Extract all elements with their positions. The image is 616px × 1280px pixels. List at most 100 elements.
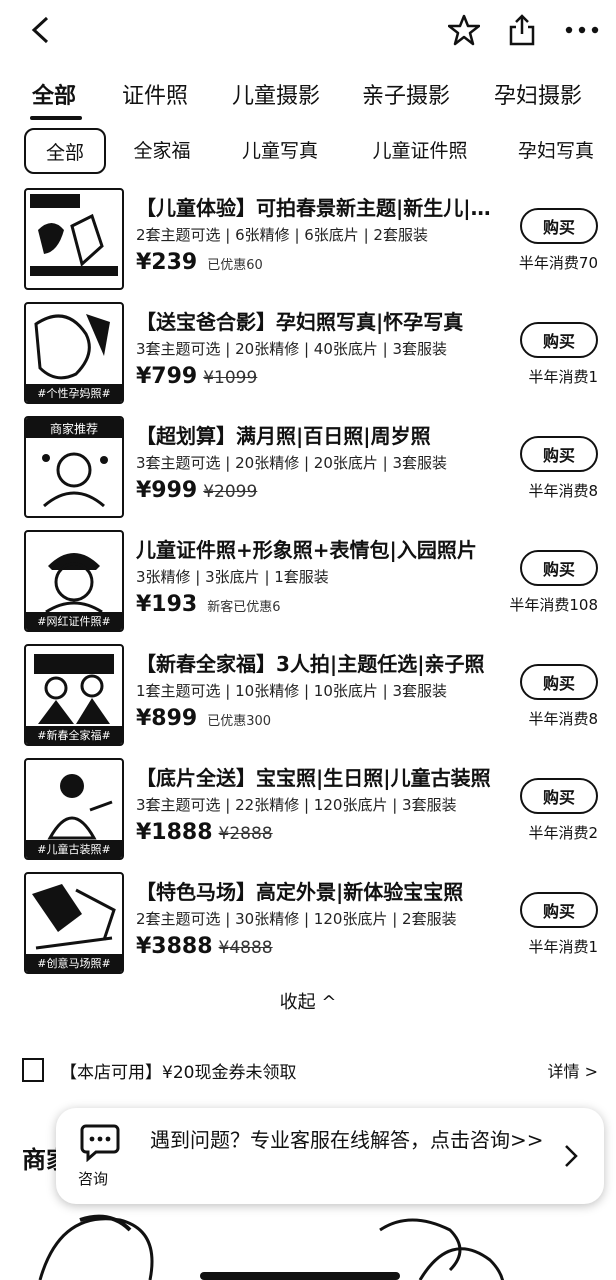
coupon-icon xyxy=(22,1058,44,1082)
product-specs: 1套主题可选 | 10张精修 | 10张底片 | 3套服装 xyxy=(136,682,448,700)
consult-label: 咨询 xyxy=(78,1170,109,1188)
chip-family[interactable]: 全家福 xyxy=(133,139,191,162)
tab-family-photo[interactable]: 亲子摄影 xyxy=(362,84,451,109)
original-price: ¥1099 xyxy=(203,368,258,388)
sales-count: 半年消费8 xyxy=(528,710,598,728)
buy-button[interactable]: 购买 xyxy=(520,436,598,472)
product-price-row: ¥899 已优惠300 xyxy=(136,706,271,731)
product-specs: 3套主题可选 | 22张精修 | 120张底片 | 3套服装 xyxy=(136,796,457,814)
product-price-row: ¥239 已优惠60 xyxy=(136,250,263,275)
coupon-row[interactable]: 【本店可用】¥20现金券未领取 详情 > xyxy=(20,1056,606,1086)
product-item[interactable]: 商家推荐 【超划算】满月照|百日照|周岁照 3套主题可选 | 20张精修 | 2… xyxy=(0,412,616,524)
favorite-button[interactable] xyxy=(446,12,482,48)
product-title: 【儿童体验】可拍春景新主题|新生儿|周岁照 xyxy=(136,196,508,220)
product-item[interactable]: #个性孕妈照# 【送宝爸合影】孕妇照写真|怀孕写真 3套主题可选 | 20张精修… xyxy=(0,298,616,410)
product-thumbnail: #儿童古装照# xyxy=(24,758,124,860)
product-title: 【特色马场】高定外景|新体验宝宝照 xyxy=(136,880,464,904)
chat-bubble-icon xyxy=(80,1124,120,1162)
sales-count: 半年消费70 xyxy=(518,254,598,272)
more-button[interactable] xyxy=(562,12,602,48)
product-thumbnail: 商家推荐 xyxy=(24,416,124,518)
star-icon xyxy=(448,14,480,46)
product-price: ¥899 xyxy=(136,706,198,731)
product-item[interactable]: 【儿童体验】可拍春景新主题|新生儿|周岁照 2套主题可选 | 6张精修 | 6张… xyxy=(0,184,616,296)
discount-text: 新客已优惠6 xyxy=(207,600,281,615)
thumbnail-tag: #新春全家福# xyxy=(26,726,122,744)
sales-count: 半年消费8 xyxy=(528,482,598,500)
product-specs: 3张精修 | 3张底片 | 1套服装 xyxy=(136,568,329,586)
thumbnail-tag: #网红证件照# xyxy=(26,612,122,630)
product-thumbnail xyxy=(24,188,124,290)
product-specs: 3套主题可选 | 20张精修 | 40张底片 | 3套服装 xyxy=(136,340,448,358)
thumbnail-tag: #创意马场照# xyxy=(26,954,122,972)
thumbnail-tag: #个性孕妈照# xyxy=(26,384,122,402)
product-price: ¥193 xyxy=(136,592,198,617)
product-price: ¥239 xyxy=(136,250,198,275)
sales-count: 半年消费1 xyxy=(528,938,598,956)
product-specs: 2套主题可选 | 30张精修 | 120张底片 | 2套服装 xyxy=(136,910,457,928)
product-price: ¥3888 xyxy=(136,934,213,959)
buy-button[interactable]: 购买 xyxy=(520,778,598,814)
buy-button[interactable]: 购买 xyxy=(520,208,598,244)
back-button[interactable] xyxy=(22,12,58,48)
coupon-detail-link[interactable]: 详情 > xyxy=(547,1062,599,1081)
product-thumbnail: #网红证件照# xyxy=(24,530,124,632)
coupon-text: 【本店可用】¥20现金券未领取 xyxy=(60,1063,297,1083)
filter-chips: 全部 全家福 儿童写真 儿童证件照 孕妇写真 xyxy=(0,128,616,176)
chip-all[interactable]: 全部 xyxy=(24,128,106,174)
product-price: ¥999 xyxy=(136,478,198,503)
chip-child-id-photo[interactable]: 儿童证件照 xyxy=(372,139,468,162)
shop-gallery-image xyxy=(0,1200,616,1280)
category-tabs: 全部 证件照 儿童摄影 亲子摄影 孕妇摄影 xyxy=(0,68,616,124)
product-title: 【底片全送】宝宝照|生日照|儿童古装照 xyxy=(136,766,491,790)
tab-maternity-photo[interactable]: 孕妇摄影 xyxy=(494,84,583,109)
product-thumbnail: #创意马场照# xyxy=(24,872,124,974)
share-button[interactable] xyxy=(504,12,540,48)
product-item[interactable]: #网红证件照# 儿童证件照+形象照+表情包|入园照片 3张精修 | 3张底片 |… xyxy=(0,526,616,638)
buy-button[interactable]: 购买 xyxy=(520,550,598,586)
original-price: ¥2888 xyxy=(218,824,273,844)
product-item[interactable]: #新春全家福# 【新春全家福】3人拍|主题任选|亲子照 1套主题可选 | 10张… xyxy=(0,640,616,752)
product-item[interactable]: #儿童古装照# 【底片全送】宝宝照|生日照|儿童古装照 3套主题可选 | 22张… xyxy=(0,754,616,866)
product-price-row: ¥193 新客已优惠6 xyxy=(136,592,281,617)
product-title: 【送宝爸合影】孕妇照写真|怀孕写真 xyxy=(136,310,464,334)
product-price-row: ¥999 ¥2099 xyxy=(136,478,257,503)
product-specs: 3套主题可选 | 20张精修 | 20张底片 | 3套服装 xyxy=(136,454,448,472)
product-specs: 2套主题可选 | 6张精修 | 6张底片 | 2套服装 xyxy=(136,226,428,244)
sales-count: 半年消费1 xyxy=(528,368,598,386)
top-nav-bar xyxy=(0,0,616,62)
share-icon xyxy=(509,14,535,46)
product-item[interactable]: #创意马场照# 【特色马场】高定外景|新体验宝宝照 2套主题可选 | 30张精修… xyxy=(0,868,616,980)
product-price-row: ¥3888 ¥4888 xyxy=(136,934,273,959)
original-price: ¥2099 xyxy=(203,482,258,502)
buy-button[interactable]: 购买 xyxy=(520,664,598,700)
active-tab-indicator xyxy=(30,116,82,120)
chip-maternity[interactable]: 孕妇写真 xyxy=(518,139,595,162)
thumbnail-tag: #儿童古装照# xyxy=(26,840,122,858)
tab-all[interactable]: 全部 xyxy=(32,84,77,109)
consult-banner[interactable]: 咨询 遇到问题？专业客服在线解答，点击咨询>> xyxy=(56,1108,604,1204)
product-price: ¥1888 xyxy=(136,820,213,845)
product-price-row: ¥799 ¥1099 xyxy=(136,364,257,389)
sales-count: 半年消费2 xyxy=(528,824,598,842)
original-price: ¥4888 xyxy=(218,938,273,958)
consult-text: 遇到问题？专业客服在线解答，点击咨询>> xyxy=(150,1128,544,1152)
product-price-row: ¥1888 ¥2888 xyxy=(136,820,273,845)
product-title: 儿童证件照+形象照+表情包|入园照片 xyxy=(136,538,477,562)
product-thumbnail: #个性孕妈照# xyxy=(24,302,124,404)
collapse-button[interactable]: 收起 ^ xyxy=(279,992,337,1013)
chevron-left-icon xyxy=(31,16,49,44)
sales-count: 半年消费108 xyxy=(509,596,598,614)
chip-child-portrait[interactable]: 儿童写真 xyxy=(241,139,318,162)
product-title: 【新春全家福】3人拍|主题任选|亲子照 xyxy=(136,652,485,676)
chevron-right-icon xyxy=(565,1145,578,1167)
buy-button[interactable]: 购买 xyxy=(520,322,598,358)
tab-id-photo[interactable]: 证件照 xyxy=(122,84,189,109)
discount-text: 已优惠300 xyxy=(207,714,272,729)
product-title: 【超划算】满月照|百日照|周岁照 xyxy=(136,424,431,448)
discount-text: 已优惠60 xyxy=(207,258,263,273)
thumbnail-top-tag: 商家推荐 xyxy=(26,418,122,438)
product-price: ¥799 xyxy=(136,364,198,389)
buy-button[interactable]: 购买 xyxy=(520,892,598,928)
tab-child-photo[interactable]: 儿童摄影 xyxy=(232,84,321,109)
